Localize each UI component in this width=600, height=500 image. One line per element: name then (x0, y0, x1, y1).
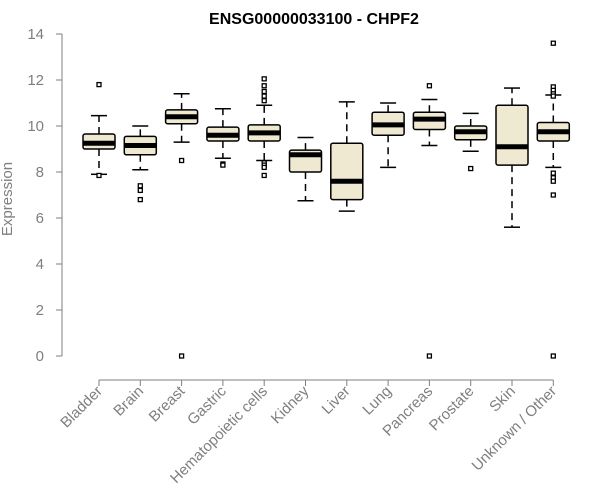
box (330, 142, 364, 201)
outlier-point (426, 353, 433, 359)
box (495, 104, 529, 166)
outlier-point (550, 192, 556, 198)
outlier-point (96, 172, 102, 179)
outlier-point (137, 196, 143, 203)
x-tick-label: Kidney (268, 382, 313, 427)
outlier-point (137, 187, 143, 194)
outlier-point (261, 98, 267, 104)
outlier-point (550, 93, 556, 99)
box-group (495, 87, 529, 228)
x-tick-label: Bladder (57, 383, 106, 432)
y-tick-label: 2 (36, 302, 44, 319)
y-tick-label: 6 (36, 210, 44, 227)
box-group (288, 136, 323, 202)
outlier-point (261, 172, 267, 179)
box-group (247, 76, 281, 179)
x-tick-label: Skin (486, 383, 519, 416)
outlier-point (550, 178, 556, 184)
box-group (206, 108, 240, 168)
outlier-point (261, 93, 267, 99)
box-group (536, 40, 571, 359)
x-tick-label: Liver (319, 383, 354, 418)
box-group (123, 125, 158, 203)
x-tick-label: Brain (110, 383, 147, 420)
outlier-point (261, 76, 267, 82)
box-group (453, 112, 488, 172)
axes: 0 2 4 6 8 10 12 14 (27, 26, 554, 381)
outlier-point (468, 165, 474, 172)
outlier-point (96, 81, 102, 88)
box-group (82, 81, 116, 179)
x-tick-label: Prostate (426, 383, 478, 435)
y-tick-label: 4 (36, 256, 44, 273)
outlier-point (137, 183, 143, 189)
outlier-point (178, 353, 185, 359)
box-group (371, 102, 405, 169)
box-group (330, 101, 364, 212)
y-tick-label: 10 (27, 118, 44, 135)
box-group (412, 83, 447, 359)
outlier-point (550, 353, 556, 359)
box-group (164, 93, 199, 359)
outlier-point (261, 83, 267, 89)
y-tick-label: 14 (27, 26, 44, 43)
outlier-point (550, 170, 556, 176)
outlier-point (426, 83, 433, 89)
outlier-point (220, 162, 226, 168)
outlier-point (261, 164, 267, 171)
y-tick-label: 0 (36, 348, 44, 365)
y-tick-label: 12 (27, 72, 44, 89)
outlier-point (261, 88, 267, 95)
x-tick-label: Breast (146, 382, 189, 425)
chart-title: ENSG00000033100 - CHPF2 (209, 11, 419, 28)
outlier-point (550, 40, 556, 46)
y-axis-label: Expression (0, 162, 16, 236)
outlier-point (178, 157, 185, 164)
y-tick-label: 8 (36, 164, 44, 181)
boxes (82, 40, 571, 359)
x-tick-label: Lung (359, 383, 395, 419)
